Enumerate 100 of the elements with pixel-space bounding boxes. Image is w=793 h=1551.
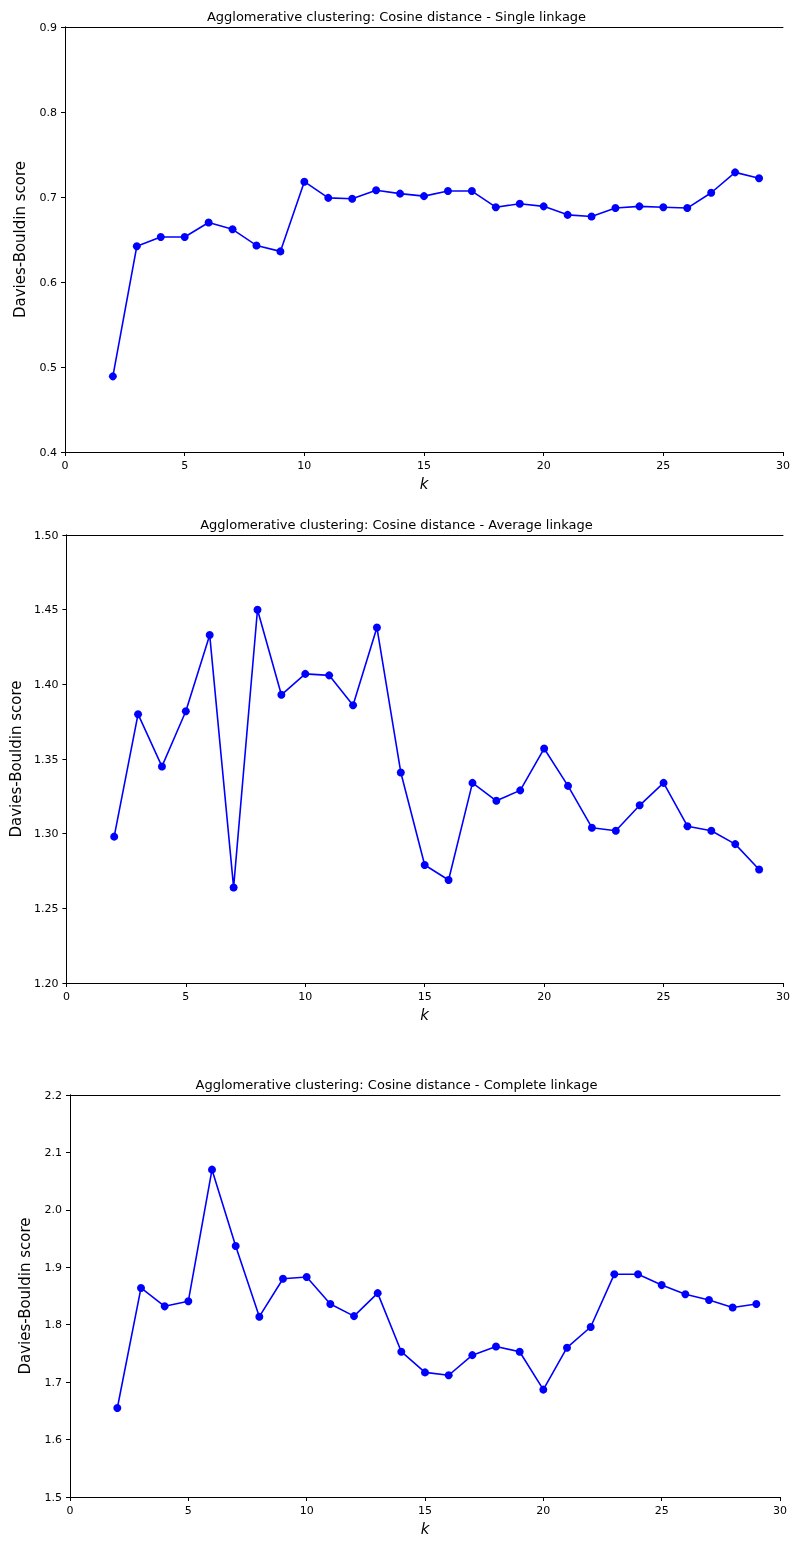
point [443,187,452,196]
y-tick-label: 1.40 [33,677,59,691]
y-tick-label: 2.0 [44,1203,62,1217]
point [110,832,119,841]
point [563,1343,571,1352]
chart-title: Agglomerative clustering: Cosine distance - Single linkage [206,9,587,24]
point [731,840,740,849]
x-tick-label: 10 [297,459,312,472]
y-tick-label: 0.8 [39,105,57,119]
x-tick-label: 15 [418,1504,432,1517]
point [611,204,620,213]
point [372,623,381,632]
point [276,247,285,256]
point [634,1270,642,1279]
point [157,762,166,771]
point [681,1290,690,1299]
point [611,826,620,835]
y-tick-label: 0.9 [39,20,57,34]
x-tick-label: 15 [417,990,432,1003]
x-tick-label: 0 [62,990,70,1003]
point [134,710,143,719]
y-tick-label: 1.20 [33,976,59,990]
x-tick-label: 25 [656,990,671,1003]
x-tick-label: 20 [536,459,551,472]
x-tick-label: 30 [776,459,790,472]
x-axis-title: k [420,1005,431,1024]
point [420,192,428,201]
point [755,174,764,183]
point [705,1296,713,1305]
x-tick-label: 15 [417,459,431,472]
point [253,605,262,614]
point [683,822,692,831]
point [184,1297,193,1306]
point [208,1165,216,1174]
point [350,1312,358,1321]
point [468,1351,477,1360]
point [420,861,429,870]
point [492,1342,500,1351]
y-tick-label: 1.30 [33,827,59,841]
x-tick-label: 10 [299,1504,314,1517]
point [752,1300,761,1309]
y-tick-label: 0.4 [39,445,57,459]
point [229,883,238,892]
point [397,1347,406,1356]
y-tick-label: 1.25 [33,901,59,915]
point [492,796,501,805]
point [205,631,214,640]
point [635,202,644,211]
point [301,669,310,678]
point [396,189,405,198]
y-tick-label: 1.50 [33,528,59,542]
point [228,225,237,234]
point [372,186,381,195]
point [302,1273,311,1282]
point [252,241,261,250]
point [108,372,117,381]
y-tick-label: 0.5 [39,360,57,374]
point [231,1242,240,1251]
point [204,218,213,227]
y-tick-label: 1.5 [44,1490,62,1504]
x-tick-label: 5 [182,990,190,1003]
y-tick-label: 1.6 [44,1433,62,1447]
point [113,1403,122,1412]
point [610,1270,619,1279]
y-axis-title: Davies-Bouldin score [6,680,25,838]
point [180,232,189,241]
point [587,212,596,221]
point [707,826,716,835]
point [468,778,477,787]
point [728,1303,737,1312]
y-tick-label: 1.45 [33,603,59,617]
y-tick-label: 2.2 [44,1088,62,1102]
point [540,744,549,753]
y-tick-label: 2.1 [44,1145,62,1159]
point [156,232,165,241]
point [683,204,692,213]
x-axis-title: k [420,1519,431,1538]
point [325,671,334,680]
point [516,786,525,795]
chart-title: Agglomerative clustering: Cosine distance - Complete linkage [195,1077,598,1092]
x-tick-label: 20 [537,990,552,1003]
point [564,781,573,790]
x-tick-label: 30 [773,1504,787,1517]
point [635,801,644,810]
point [324,193,333,202]
point [279,1274,287,1283]
point [255,1312,264,1321]
y-tick-label: 1.35 [33,752,59,766]
point [348,194,357,203]
point [539,1385,548,1394]
x-tick-label: 0 [66,1504,74,1517]
point [160,1302,169,1311]
x-tick-label: 25 [656,459,671,472]
point [137,1283,145,1292]
y-tick-label: 1.7 [44,1375,62,1389]
x-tick-label: 0 [61,459,69,472]
point [586,1323,595,1332]
y-axis-title: Davies-Bouldin score [15,1217,34,1375]
point [587,823,596,832]
y-tick-label: 1.8 [44,1318,62,1332]
